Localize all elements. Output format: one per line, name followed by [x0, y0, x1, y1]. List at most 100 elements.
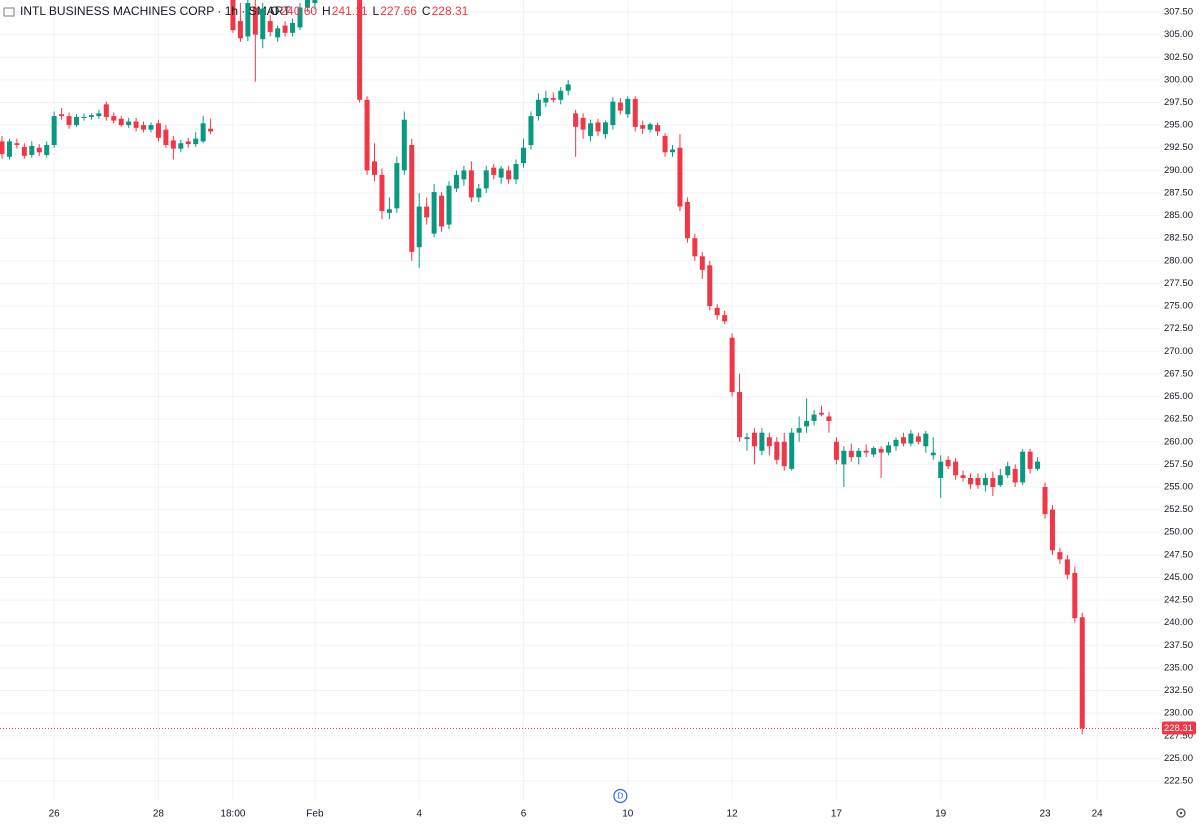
- candle-body: [424, 206, 430, 218]
- candle-body: [74, 116, 79, 126]
- candle-body: [766, 437, 772, 447]
- candle-body: [1020, 451, 1026, 483]
- candle-body: [796, 428, 802, 433]
- y-tick-label: 265.00: [1164, 391, 1193, 402]
- y-tick-label: 255.00: [1164, 481, 1193, 492]
- candle-body: [833, 441, 839, 460]
- y-tick-label: 230.00: [1164, 708, 1193, 719]
- y-tick-label: 227.50: [1164, 730, 1193, 741]
- x-tick-label: 12: [727, 809, 739, 820]
- candle-body: [923, 433, 929, 447]
- y-tick-label: 247.50: [1164, 549, 1193, 560]
- last-price-badge: [1162, 721, 1196, 735]
- candle-body: [625, 98, 631, 115]
- candle-body: [602, 122, 608, 135]
- candle-body: [997, 475, 1003, 486]
- candle-body: [230, 0, 236, 31]
- candle-body: [729, 337, 735, 392]
- event-marker-label[interactable]: D: [617, 792, 623, 801]
- candle-body: [737, 391, 743, 438]
- candle-body: [453, 174, 459, 189]
- candle-body: [982, 477, 988, 486]
- last-price-label: 228.31: [1164, 723, 1193, 734]
- ohlc-prefix: L: [373, 4, 380, 18]
- candle-body: [960, 475, 966, 478]
- y-tick-label: 270.00: [1164, 346, 1193, 357]
- candle-body: [968, 477, 973, 485]
- candle-body: [774, 441, 780, 460]
- candle-body: [148, 125, 154, 130]
- layout-icon[interactable]: [3, 7, 15, 17]
- candle-body: [1035, 461, 1041, 469]
- y-tick-label: 285.00: [1164, 210, 1193, 221]
- ohlc-value: 228.31: [432, 4, 469, 18]
- settings-icon[interactable]: [1176, 808, 1186, 818]
- candle-body: [476, 188, 482, 198]
- candle-body: [178, 143, 184, 149]
- candle-body: [394, 163, 400, 209]
- candle-body: [908, 433, 914, 444]
- y-tick-label: 287.50: [1164, 187, 1193, 198]
- candle-body: [662, 135, 668, 153]
- candle-body: [29, 145, 35, 155]
- candle-body: [573, 113, 579, 127]
- candle-body: [461, 170, 467, 180]
- settings-icon-dot[interactable]: [1179, 811, 1183, 815]
- candle-body: [379, 174, 385, 212]
- candle-body: [938, 461, 944, 478]
- candle-body: [88, 115, 94, 117]
- ohlc-value: 241.11: [332, 4, 368, 18]
- candle-body: [744, 437, 750, 440]
- header: INTL BUSINESS MACHINES CORP · 1h · SMART…: [3, 4, 469, 18]
- y-tick-label: 307.50: [1164, 7, 1193, 18]
- candle-body: [6, 141, 12, 157]
- candle-body: [401, 119, 407, 171]
- candle-body: [96, 113, 102, 117]
- candle-body: [871, 448, 877, 455]
- candle-body: [386, 209, 392, 213]
- candle-body: [51, 116, 57, 146]
- candle-body: [282, 25, 288, 33]
- y-tick-label: 235.00: [1164, 662, 1193, 673]
- ohlc-prefix: C: [422, 4, 431, 18]
- candle-body: [103, 104, 109, 117]
- candle-body: [945, 459, 951, 467]
- y-tick-label: 300.00: [1164, 74, 1193, 85]
- candle-body: [59, 114, 65, 117]
- candle-body: [416, 206, 422, 248]
- y-tick-label: 245.00: [1164, 572, 1193, 583]
- candle-body: [789, 432, 795, 469]
- y-tick-label: 240.00: [1164, 617, 1193, 628]
- candle-body: [886, 445, 892, 453]
- settings-icon-ring[interactable]: [1176, 808, 1186, 818]
- y-tick-label: 282.50: [1164, 233, 1193, 244]
- x-tick-label: 23: [1039, 809, 1051, 820]
- candle-body: [312, 0, 318, 3]
- candle-body: [304, 0, 310, 8]
- chart-title: INTL BUSINESS MACHINES CORP · 1h · SMART: [20, 4, 291, 18]
- event-marker[interactable]: [613, 788, 628, 804]
- candle-body: [878, 448, 884, 453]
- candle-body: [1049, 509, 1055, 551]
- candle-body: [133, 121, 139, 128]
- x-tick-label: 4: [416, 809, 422, 820]
- candle-body: [655, 125, 661, 132]
- y-tick-label: 297.50: [1164, 97, 1193, 108]
- candle-body: [0, 141, 5, 155]
- candle-body: [118, 118, 124, 126]
- candle-body: [953, 461, 959, 476]
- candle-body: [81, 116, 87, 118]
- candle-body: [36, 147, 42, 153]
- candle-body: [565, 84, 571, 91]
- candle-body: [863, 450, 869, 453]
- candle-body: [372, 161, 377, 175]
- candle-body: [692, 238, 698, 257]
- candle-body: [1072, 572, 1078, 619]
- candle-body: [1012, 468, 1018, 483]
- candle-body: [677, 147, 683, 207]
- candle-body: [44, 145, 50, 155]
- candle-body: [647, 124, 653, 130]
- ohlc-value: 240.60: [280, 4, 317, 18]
- candle-body: [252, 7, 258, 35]
